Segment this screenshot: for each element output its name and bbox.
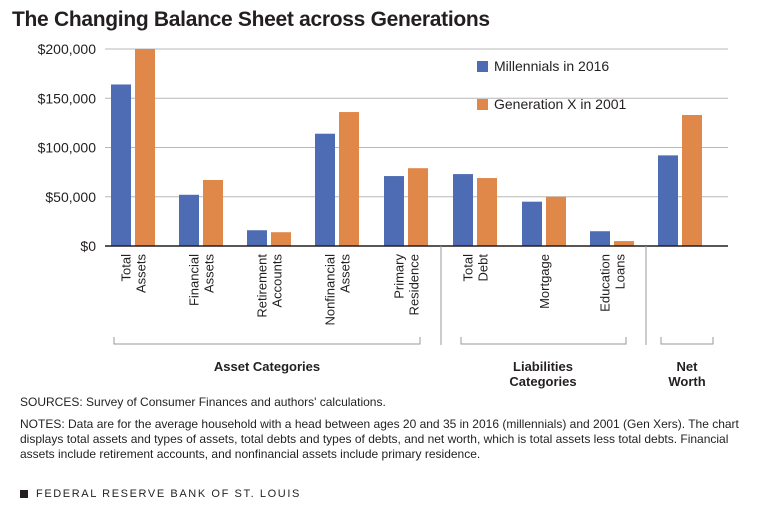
x-tick-label: Retirement	[255, 254, 270, 318]
bar-millennials	[179, 194, 199, 246]
legend-label: Generation X in 2001	[494, 96, 627, 112]
group-bracket	[460, 337, 627, 345]
bar-genx	[682, 114, 702, 247]
bar-genx	[614, 241, 634, 246]
x-tick-label: Total	[461, 254, 476, 282]
y-tick-label: $200,000	[38, 41, 97, 57]
x-tick-label: Primary	[392, 254, 407, 299]
x-tick-label: Financial	[187, 254, 202, 306]
legend-swatch	[477, 61, 488, 72]
y-tick-label: $150,000	[38, 90, 97, 106]
legend-label: Millennials in 2016	[494, 58, 609, 74]
group-bracket	[113, 337, 421, 345]
sources-text: SOURCES: Survey of Consumer Finances and…	[20, 395, 386, 409]
x-tick-label: Assets	[202, 254, 217, 294]
footer-text: FEDERAL RESERVE BANK OF ST. LOUIS	[36, 488, 301, 500]
footer: FEDERAL RESERVE BANK OF ST. LOUIS	[20, 488, 301, 500]
bar-genx	[135, 49, 155, 246]
group-label: Net	[677, 359, 699, 374]
square-icon	[20, 490, 28, 498]
bar-genx	[203, 180, 223, 246]
group-label: Liabilities	[513, 359, 573, 374]
bar-genx	[408, 168, 428, 246]
bar-genx	[477, 178, 497, 246]
y-tick-label: $50,000	[45, 189, 96, 205]
y-tick-label: $0	[80, 238, 96, 254]
x-tick-label: Loans	[613, 254, 628, 290]
bar-genx	[271, 232, 291, 246]
bar-millennials	[453, 174, 473, 246]
x-tick-label: Residence	[407, 254, 422, 315]
group-bracket	[660, 337, 714, 345]
x-tick-label: Assets	[134, 254, 149, 294]
x-tick-label: Nonfinancial	[323, 254, 338, 326]
group-label: Worth	[668, 374, 705, 389]
bar-millennials	[315, 133, 335, 246]
x-tick-label: Accounts	[270, 254, 285, 308]
bar-millennials	[522, 201, 542, 246]
chart-title: The Changing Balance Sheet across Genera…	[12, 8, 490, 31]
x-tick-label: Debt	[476, 254, 491, 282]
legend-swatch	[477, 99, 488, 110]
bar-millennials	[590, 231, 610, 246]
bar-millennials	[658, 155, 678, 246]
group-label: Categories	[509, 374, 576, 389]
group-label: Asset Categories	[214, 359, 320, 374]
bar-millennials	[384, 176, 404, 246]
x-tick-label: Mortgage	[537, 254, 552, 309]
x-tick-label: Education	[598, 254, 613, 312]
bar-genx	[339, 112, 359, 246]
bar-genx	[546, 196, 566, 246]
bar-millennials	[247, 230, 267, 246]
y-tick-label: $100,000	[38, 140, 97, 156]
bar-millennials	[111, 84, 131, 247]
x-tick-label: Assets	[338, 254, 353, 294]
x-tick-label: Total	[119, 254, 134, 282]
notes-text: NOTES: Data are for the average househol…	[20, 417, 739, 461]
